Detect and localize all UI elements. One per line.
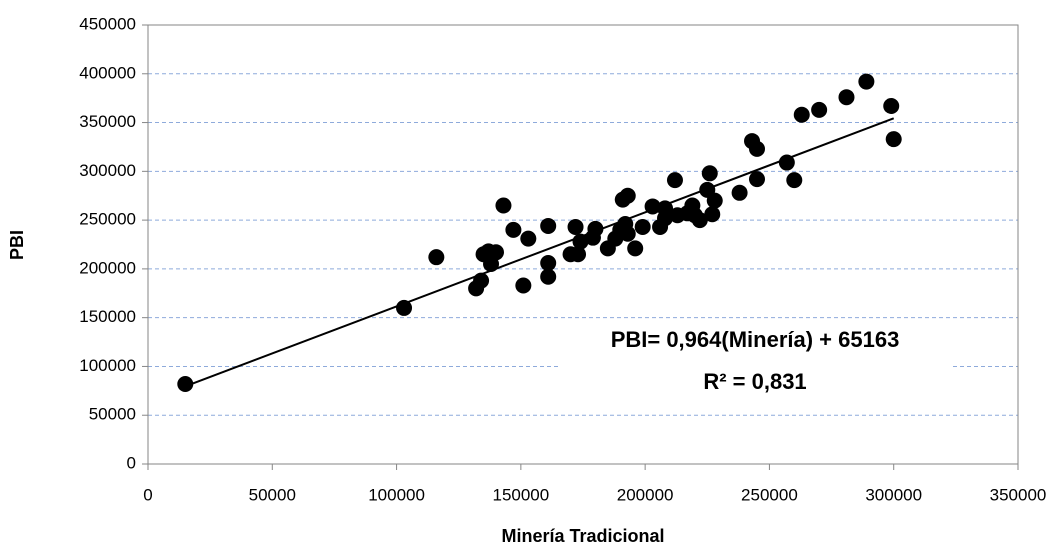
y-tick-label: 50000 bbox=[89, 405, 136, 424]
point bbox=[520, 230, 537, 247]
point bbox=[428, 249, 445, 266]
point bbox=[619, 187, 636, 204]
y-tick-label: 150000 bbox=[79, 307, 136, 326]
point bbox=[515, 277, 532, 294]
point bbox=[567, 218, 584, 235]
y-tick-label: 250000 bbox=[79, 210, 136, 229]
x-tick-label: 350000 bbox=[990, 485, 1047, 504]
annotation: R² = 0,831 bbox=[703, 369, 806, 394]
x-tick-label: 300000 bbox=[865, 485, 922, 504]
y-tick-label: 0 bbox=[127, 453, 136, 472]
y-tick-label: 200000 bbox=[79, 258, 136, 277]
point bbox=[619, 225, 636, 242]
y-tick-label: 450000 bbox=[79, 14, 136, 33]
x-tick-label: 50000 bbox=[249, 485, 296, 504]
y-tick-label: 400000 bbox=[79, 63, 136, 82]
point bbox=[666, 172, 683, 189]
point bbox=[778, 154, 795, 171]
plot-border bbox=[147, 24, 1019, 465]
point bbox=[495, 197, 512, 214]
point bbox=[572, 233, 589, 250]
x-tick-label: 250000 bbox=[741, 485, 798, 504]
point bbox=[657, 200, 674, 217]
point bbox=[838, 89, 855, 106]
trendline bbox=[184, 117, 895, 388]
point bbox=[473, 272, 490, 289]
point bbox=[701, 165, 718, 182]
point bbox=[885, 131, 902, 148]
point bbox=[858, 73, 875, 90]
y-tick-label: 350000 bbox=[79, 112, 136, 131]
point bbox=[704, 206, 721, 223]
x-tick-label: 200000 bbox=[617, 485, 674, 504]
point bbox=[488, 244, 504, 261]
x-tick-label: 150000 bbox=[492, 485, 549, 504]
point bbox=[749, 171, 765, 188]
point bbox=[177, 376, 194, 393]
point bbox=[540, 255, 557, 272]
point bbox=[706, 192, 723, 209]
point bbox=[587, 220, 604, 237]
point bbox=[570, 246, 587, 263]
point bbox=[731, 184, 748, 201]
point bbox=[883, 97, 900, 114]
point bbox=[505, 221, 522, 238]
x-tick-label: 100000 bbox=[368, 485, 425, 504]
point bbox=[540, 268, 557, 285]
annotation-box bbox=[560, 322, 950, 402]
point bbox=[540, 217, 557, 234]
x-tick-label: 0 bbox=[143, 485, 152, 504]
x-axis-title: Minería Tradicional bbox=[501, 526, 664, 546]
point bbox=[811, 101, 828, 118]
point bbox=[634, 218, 651, 235]
point bbox=[396, 299, 413, 316]
point bbox=[749, 140, 765, 157]
point bbox=[793, 106, 810, 123]
point bbox=[786, 172, 803, 189]
point bbox=[691, 212, 708, 229]
y-tick-label: 300000 bbox=[79, 161, 136, 180]
y-axis-title: PBI bbox=[7, 230, 27, 260]
annotation: PBI= 0,964(Minería) + 65163 bbox=[611, 327, 900, 352]
point bbox=[627, 240, 644, 257]
y-tick-label: 100000 bbox=[79, 356, 136, 375]
point bbox=[644, 198, 661, 215]
